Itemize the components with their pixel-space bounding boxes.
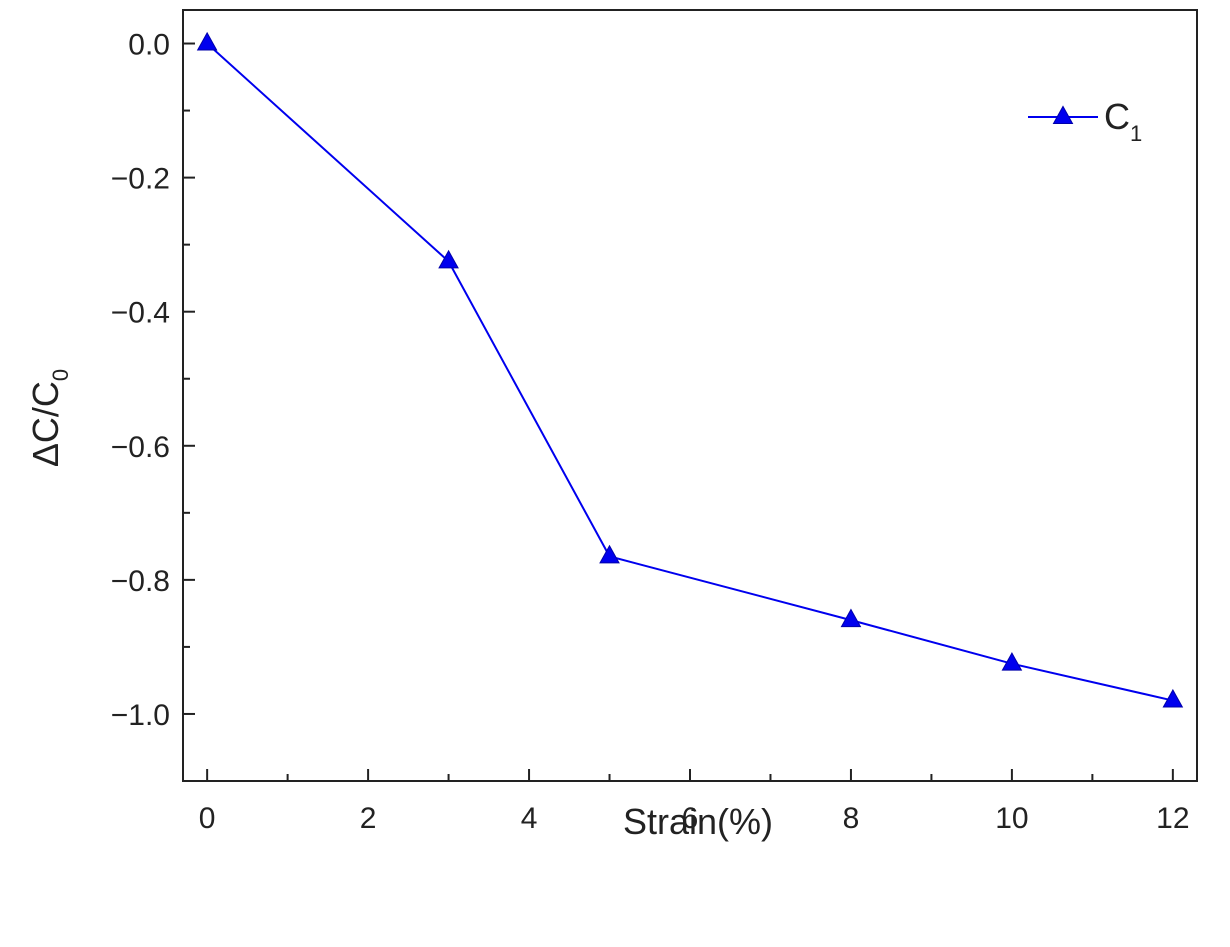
y-tick-label: 0.0 <box>128 29 170 62</box>
y-tick-label: −0.8 <box>111 565 170 598</box>
data-point-marker <box>196 31 218 51</box>
y-tick-label: −1.0 <box>111 699 170 732</box>
x-tick-label: 6 <box>682 802 699 835</box>
series-layer <box>196 31 1184 708</box>
y-tick-label: −0.6 <box>111 431 170 464</box>
series-line <box>206 42 1174 702</box>
x-tick-label: 8 <box>843 802 860 835</box>
y-major-ticks <box>183 42 195 715</box>
y-tick-label: −0.2 <box>111 163 170 196</box>
y-axis-title-main: ΔC/C <box>25 381 66 467</box>
y-tick-labels: 0.0 −0.2 −0.4 −0.6 −0.8 −1.0 <box>111 29 170 732</box>
legend-label: C1 <box>1104 96 1142 146</box>
x-minor-ticks <box>286 774 1094 781</box>
legend: C1 <box>1028 96 1142 146</box>
data-point-marker <box>1001 652 1023 671</box>
data-point-marker <box>599 544 620 564</box>
x-major-ticks <box>206 769 1174 781</box>
x-axis-title: Strain(%) <box>623 801 773 842</box>
x-tick-label: 12 <box>1156 802 1189 835</box>
data-point-marker <box>840 608 862 628</box>
y-axis-title-subscript: 0 <box>48 369 73 381</box>
data-point-marker <box>1162 688 1184 708</box>
x-tick-label: 10 <box>995 802 1028 835</box>
legend-label-main: C <box>1104 96 1130 137</box>
x-tick-label: 0 <box>199 802 216 835</box>
legend-marker <box>1052 105 1074 124</box>
x-tick-label: 4 <box>521 802 538 835</box>
data-point-marker <box>438 249 459 269</box>
y-axis-title: ΔC/C0 <box>25 369 73 467</box>
plot-frame <box>182 9 1198 782</box>
legend-label-subscript: 1 <box>1130 121 1142 146</box>
x-tick-label: 2 <box>360 802 377 835</box>
x-tick-labels: 0 2 4 6 8 10 12 <box>199 802 1190 835</box>
y-tick-label: −0.4 <box>111 297 170 330</box>
